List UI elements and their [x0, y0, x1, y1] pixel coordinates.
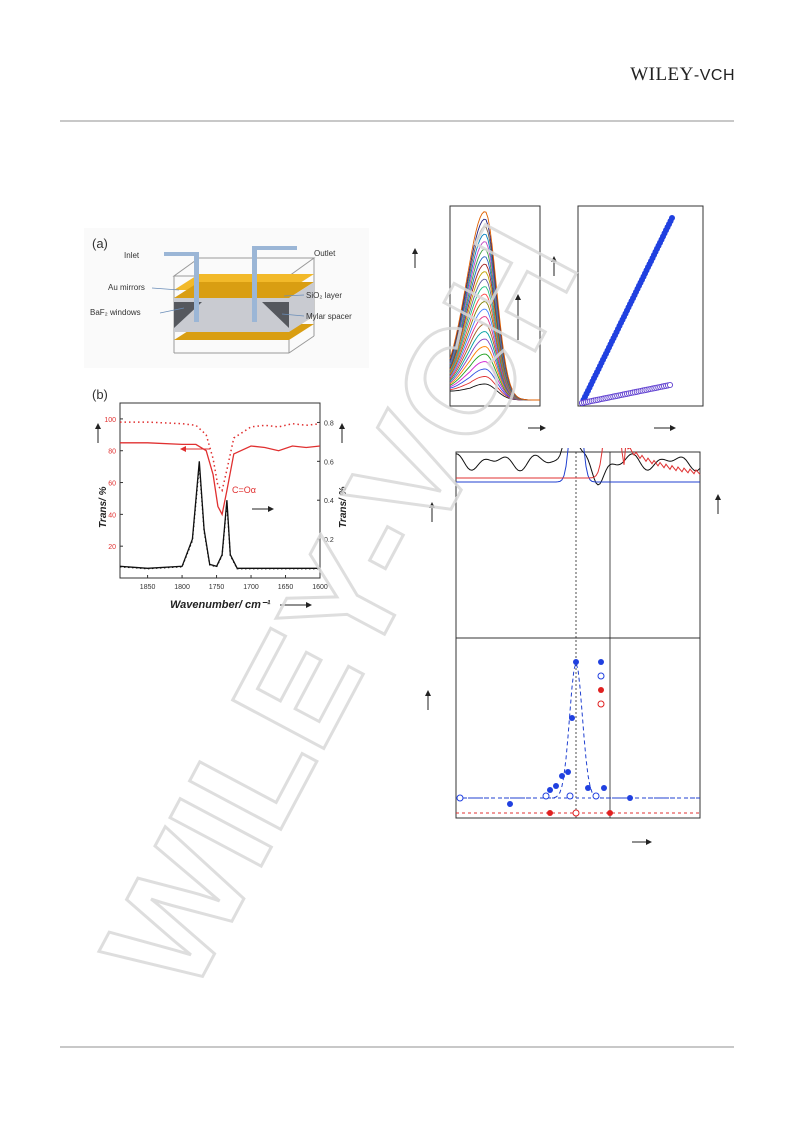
figure-b-series-reference: [120, 421, 321, 493]
figure-e-point-red-open: [572, 809, 580, 817]
figure-a-schematic: (a) Inlet Outlet Au mirrors BaF₂ windows…: [84, 228, 369, 368]
figure-b-x-tick: 1600: [312, 584, 328, 591]
figure-e-point-blue-filled: [585, 785, 591, 791]
figure-b-ylabel-left: Trans/ %: [98, 486, 109, 528]
figure-e-point-blue-filled: [627, 795, 633, 801]
figure-b-right-tick: 0.8: [324, 420, 334, 427]
figure-b-x-tick: 1650: [278, 584, 294, 591]
figure-b-x-tick: 1750: [209, 584, 225, 591]
figure-b-left-tick: 100: [104, 417, 116, 424]
figure-b-right-tick: 0.4: [324, 498, 334, 505]
figure-e-point-blue-filled: [553, 783, 559, 789]
figure-e-line-blue: [456, 448, 700, 483]
inlet-label: Inlet: [124, 251, 140, 260]
figure-b-left-tick: 60: [108, 481, 116, 488]
figure-c-spectrum-line: [449, 376, 540, 401]
figure-e-point-blue-filled: [573, 659, 579, 665]
figure-e-fit-blue: [456, 661, 700, 799]
header-rule: [60, 120, 734, 122]
figure-e-point-red-filled: [547, 810, 553, 816]
figure-e-point-red-filled: [607, 810, 613, 816]
figure-b-x-tick: 1800: [174, 584, 190, 591]
publisher-suffix: -VCH: [693, 67, 735, 84]
figure-c-spectra-stack: [412, 205, 546, 431]
figure-d-linear-plot: [551, 205, 704, 431]
figure-b-left-tick: 20: [108, 544, 116, 551]
figure-b-series-cavity: [120, 442, 321, 517]
baf2-windows-label: BaF₂ windows: [90, 308, 141, 317]
figure-b-series-black-dotted: [119, 465, 320, 570]
figure-b-label: (b): [92, 387, 108, 402]
figure-e-point-blue-filled: [601, 785, 607, 791]
outlet-label: Outlet: [314, 249, 336, 258]
figure-b-annotation: C=Oα: [232, 485, 256, 495]
footer-rule: [60, 1046, 734, 1048]
figure-c-spectrum-line: [449, 361, 540, 401]
publisher-logo: WILEY-VCH: [630, 64, 735, 86]
figure-b-x-tick: 1850: [140, 584, 156, 591]
figure-d-point-steep: [669, 215, 675, 221]
figure-e-legend-red-open: [597, 700, 605, 708]
figure-d-point-shallow: [666, 381, 674, 389]
figure-e-point-blue-open: [566, 792, 574, 800]
figure-c-spectrum-line: [450, 383, 540, 401]
publisher-name: WILEY: [630, 64, 694, 85]
figure-b-left-tick: 40: [108, 512, 116, 519]
figure-e-point-blue-open: [592, 792, 600, 800]
figure-b-ylabel-right: Trans/ %: [338, 486, 349, 528]
figure-e-point-blue-filled: [565, 769, 571, 775]
figure-e-coupled-spectra: [425, 448, 721, 845]
figure-e-point-blue-open: [456, 794, 464, 802]
figure-e-point-blue-filled: [569, 715, 575, 721]
figure-b-xlabel: Wavenumber/ cm⁻¹: [170, 599, 271, 611]
figure-e-legend-red-filled: [598, 687, 604, 693]
figure-b-series-black: [119, 461, 320, 569]
mylar-spacer-label: Mylar spacer: [306, 312, 352, 321]
figure-c-spectrum-line: [449, 211, 540, 401]
figure-b-right-tick: 0.6: [324, 459, 334, 466]
figure-e-line-black: [455, 448, 701, 486]
figure-b-right-tick: 0.2: [324, 537, 334, 544]
figure-e-line-red: [456, 448, 701, 479]
figure-b-x-tick: 1700: [243, 584, 259, 591]
figure-e-legend-blue-open: [597, 672, 605, 680]
figure-e-point-blue-open: [542, 792, 550, 800]
figure-b-spectrum: (b) Trans/ % Trans/ % Wavenumber/ cm⁻¹ C…: [92, 387, 349, 611]
figure-e-point-blue-filled: [547, 787, 553, 793]
figure-b-left-tick: 80: [108, 449, 116, 456]
figure-e-point-blue-filled: [559, 773, 565, 779]
au-mirrors-label: Au mirrors: [108, 283, 145, 292]
figure-a-label: (a): [92, 236, 108, 251]
sio2-layer-label: SiO₂ layer: [306, 291, 342, 300]
figure-e-legend-blue-filled: [598, 659, 604, 665]
figure-e-point-blue-filled: [507, 801, 513, 807]
